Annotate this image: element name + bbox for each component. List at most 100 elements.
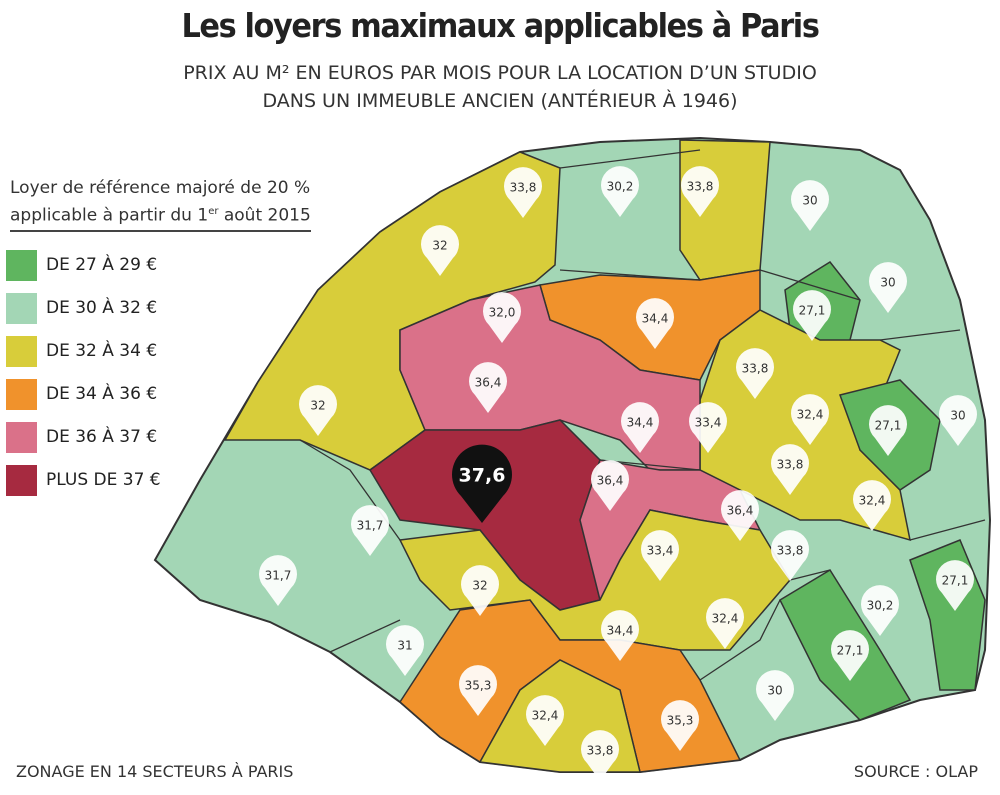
- pin-label: 31,7: [357, 519, 384, 533]
- map-pin: 32,4: [853, 480, 891, 531]
- legend-swatch: [6, 250, 37, 281]
- pin-label: 31,7: [265, 569, 292, 583]
- pin-marker: [793, 290, 831, 341]
- zone-boundary: [789, 569, 831, 581]
- pin-label: 33,8: [777, 458, 804, 472]
- pin-label: 32,4: [859, 494, 886, 508]
- pin-marker: [640, 530, 679, 581]
- map-pin: 32: [420, 225, 459, 276]
- pin-marker: [790, 394, 829, 445]
- pin-marker: [689, 402, 727, 453]
- pin-marker: [869, 262, 907, 313]
- pin-marker: [853, 480, 891, 531]
- pin-label: 30,2: [607, 180, 634, 194]
- pin-marker: [591, 460, 629, 511]
- map-pin: 27,1: [936, 560, 975, 611]
- pin-label: 32,4: [532, 709, 559, 723]
- text: applicable à partir du 1: [10, 205, 209, 226]
- pin-marker: [621, 402, 659, 453]
- pin-marker: [420, 225, 459, 276]
- pin-marker: [452, 444, 513, 523]
- map-pin: 30,2: [600, 166, 639, 217]
- pin-label: 36,4: [597, 474, 624, 488]
- pin-label: 27,1: [837, 644, 864, 658]
- pin-marker: [469, 362, 507, 413]
- map-pin: 34,4: [600, 610, 639, 661]
- pin-label: 34,4: [627, 416, 654, 430]
- legend-label: DE 36 À 37 €: [46, 427, 158, 447]
- map-pin: 27,1: [793, 290, 831, 341]
- pin-label: 30,2: [867, 599, 894, 613]
- map-pin: 32,4: [790, 394, 829, 445]
- legend-label: DE 32 À 34 €: [46, 341, 158, 361]
- map-zone: [679, 139, 771, 281]
- pin-label: 33,4: [647, 544, 674, 558]
- map-pin: 31,7: [351, 505, 389, 556]
- zone-boundary: [759, 269, 861, 301]
- map-pin: 36,4: [721, 490, 760, 541]
- pin-marker: [259, 555, 297, 606]
- pin-label: 30: [767, 684, 782, 698]
- map-pin: 35,3: [660, 700, 699, 751]
- map-pin: 33,8: [681, 166, 720, 217]
- zone-boundary: [699, 599, 781, 681]
- legend-heading-line: Loyer de référence majoré de 20 %: [10, 178, 311, 198]
- pin-marker: [461, 565, 499, 616]
- map-pin: 30: [869, 262, 907, 313]
- map-pin: 33,8: [504, 167, 543, 218]
- pin-marker: [830, 630, 869, 681]
- map-pin: 33,8: [771, 530, 809, 581]
- map-pin: 27,1: [830, 630, 869, 681]
- pin-label: 32: [310, 399, 325, 413]
- legend-swatch: [6, 465, 37, 496]
- pin-label: 31: [397, 639, 412, 653]
- pin-marker: [790, 180, 829, 231]
- pin-label: 30: [880, 276, 895, 290]
- map-pin: 30,2: [861, 585, 899, 636]
- pin-label: 33,8: [687, 180, 714, 194]
- map-pin: 35,3: [458, 665, 497, 716]
- pin-label: 33,8: [742, 362, 769, 376]
- pin-label: 35,3: [465, 679, 492, 693]
- map-pin: 33,4: [640, 530, 679, 581]
- pin-label: 27,1: [942, 574, 969, 588]
- pin-marker: [771, 444, 809, 495]
- pin-label: 30: [802, 194, 817, 208]
- pin-marker: [755, 670, 794, 721]
- pin-marker: [861, 585, 899, 636]
- map-pin: 32: [461, 565, 499, 616]
- zone-boundary: [879, 329, 961, 341]
- map-pin: 34,4: [621, 402, 659, 453]
- pin-label: 33,4: [695, 416, 722, 430]
- pin-label: 32: [432, 239, 447, 253]
- subtitle: PRIX AU M² EN EUROS PAR MOIS POUR LA LOC…: [183, 62, 817, 84]
- map-pin: 34,4: [636, 298, 675, 349]
- pin-label: 32: [472, 579, 487, 593]
- pin-label: 27,1: [875, 419, 902, 433]
- footer-note: ZONAGE EN 14 SECTEURS À PARIS: [16, 762, 294, 781]
- pin-marker: [483, 292, 521, 343]
- pin-label: 32,0: [489, 306, 516, 320]
- pin-label: 32,4: [797, 408, 824, 422]
- pin-marker: [936, 560, 975, 611]
- map-pin: 33,8: [581, 730, 619, 781]
- pin-marker: [504, 167, 543, 218]
- pin-label: 33,8: [587, 744, 614, 758]
- legend-swatch: [6, 293, 37, 324]
- legend-swatch: [6, 336, 37, 367]
- pin-marker: [771, 530, 809, 581]
- text: août 2015: [218, 205, 311, 226]
- map-pin: 30: [790, 180, 829, 231]
- zone-boundary: [559, 269, 701, 281]
- legend-label: DE 30 À 32 €: [46, 298, 158, 318]
- pin-marker: [600, 610, 639, 661]
- pin-marker: [660, 700, 699, 751]
- zone-boundary: [329, 619, 401, 653]
- pin-marker: [721, 490, 760, 541]
- map-pin: 32: [299, 385, 337, 436]
- pin-label: 36,4: [475, 376, 502, 390]
- pin-marker: [351, 505, 389, 556]
- map-pin: 30: [755, 670, 794, 721]
